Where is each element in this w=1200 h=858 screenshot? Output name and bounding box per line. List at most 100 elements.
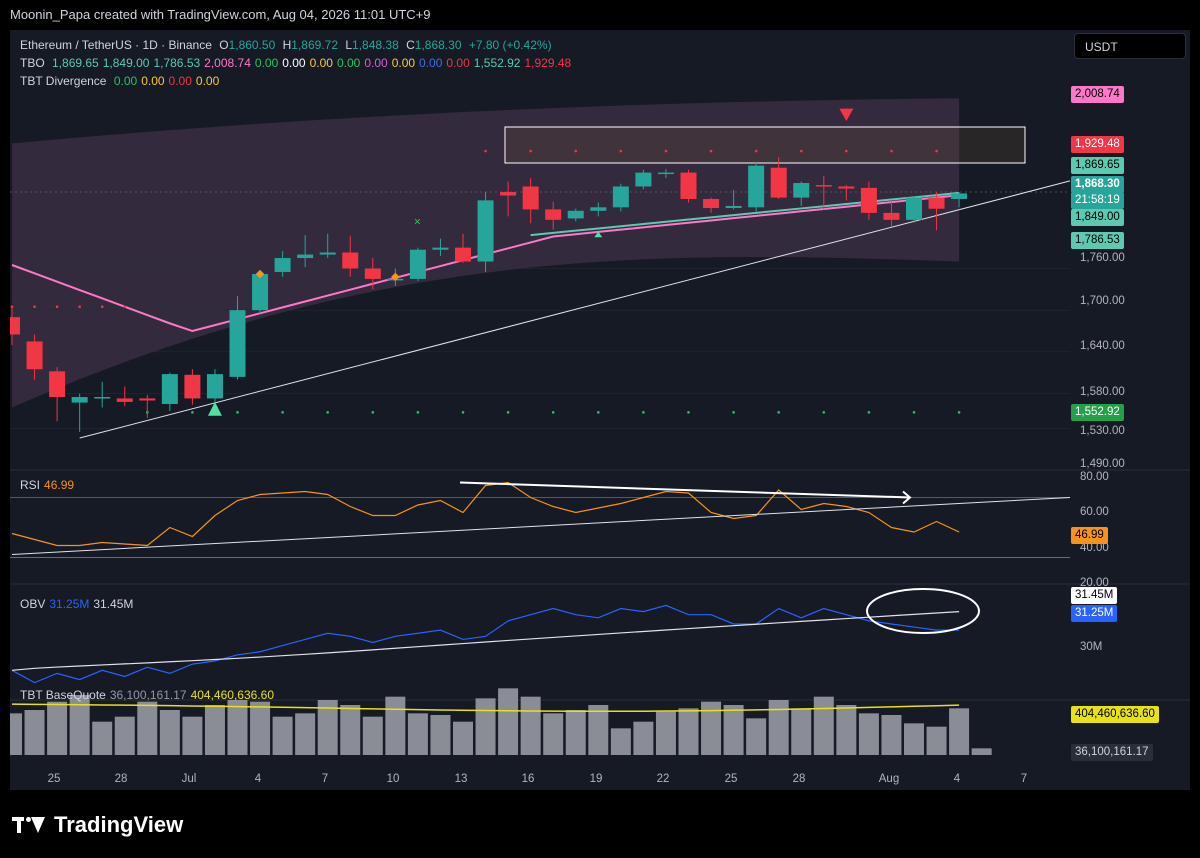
tbo-value: 0.00 — [309, 56, 333, 70]
grid — [10, 191, 1190, 701]
candle-body — [49, 371, 66, 398]
support-dot — [191, 411, 194, 414]
volume-bar — [295, 713, 316, 755]
tradingview-logo-icon — [12, 815, 46, 835]
volume-pane — [10, 688, 992, 755]
volume-bar — [137, 701, 158, 755]
tbo-value: 0.00 — [254, 56, 279, 70]
candle-body — [10, 317, 20, 335]
candle-body — [635, 172, 652, 187]
resistance-dot — [935, 149, 938, 153]
symbol-title: Ethereum / TetherUS · 1D · Binance — [20, 38, 212, 52]
candle-body — [26, 341, 43, 370]
candle-body — [297, 254, 314, 259]
support-dot — [326, 411, 330, 414]
volume-bar — [791, 708, 812, 755]
candle-body — [319, 252, 336, 255]
support-dot — [236, 411, 239, 414]
candle-body — [567, 210, 584, 219]
candle-body — [229, 310, 246, 377]
attribution: Moonin_Papa created with TradingView.com… — [10, 7, 431, 22]
resistance-dot — [754, 149, 758, 153]
x-label-25: 25 — [47, 773, 61, 785]
resistance-dot — [890, 149, 893, 153]
volume-bar — [565, 710, 586, 755]
obv-legend: OBV 31.25M 31.45M — [20, 597, 137, 611]
volume-bar — [453, 721, 473, 755]
volume-bar — [881, 715, 902, 755]
candle-body — [703, 198, 720, 209]
resistance-dot — [709, 149, 713, 153]
candle-body — [951, 193, 968, 199]
tbt-divergence-value: 0.00 — [195, 74, 220, 88]
resistance-dot — [799, 149, 803, 153]
x-label-10: 10 — [386, 773, 400, 785]
price-axis-1490: 1,490.00 — [1080, 458, 1125, 470]
tbo-value: 1,552.92 — [473, 56, 521, 70]
tbo-label: TBO — [20, 56, 45, 70]
tbt-divergence-value: 0.00 — [113, 74, 138, 88]
obv-tag-2: 31.25M — [1071, 605, 1118, 622]
close-value: 1,868.30 — [414, 38, 462, 52]
volume-bar — [430, 715, 451, 755]
volume-bar — [24, 710, 45, 755]
price-axis-1530: 1,530.00 — [1080, 425, 1125, 437]
volume-bar — [182, 716, 203, 755]
tbo-legend: TBO 1,869.65 1,849.00 1,786.53 2,008.74 0.00… — [20, 56, 575, 70]
brand-footer: TradingView — [12, 812, 183, 838]
support-dot — [371, 411, 375, 414]
tbt-divergence-label: TBT Divergence — [20, 74, 107, 88]
x-label-28b: 28 — [792, 773, 806, 785]
volume-bar — [204, 705, 225, 755]
volume-value-2: 404,460,636.60 — [190, 688, 274, 702]
brand-name: TradingView — [54, 812, 184, 837]
cross-icon: × — [414, 214, 421, 228]
x-label-7b: 7 — [1020, 773, 1028, 785]
price-axis-1760: 1,760.00 — [1080, 252, 1125, 264]
candle-body — [252, 274, 269, 311]
candle-body — [838, 186, 855, 189]
volume-bar — [250, 701, 271, 755]
volume-bar — [610, 728, 631, 755]
support-dot — [642, 411, 645, 414]
chart-frame — [10, 30, 1190, 790]
candle-body — [184, 374, 201, 399]
low-value: 1,848.38 — [352, 38, 399, 52]
rsi-axis-60: 60.00 — [1080, 506, 1109, 518]
price-tag-1786: 1,786.53 — [1071, 232, 1124, 249]
candle-body — [94, 397, 111, 399]
volume-bar — [588, 705, 609, 755]
resistance-dot — [574, 149, 578, 153]
volume-bar — [385, 696, 406, 755]
support-dot — [822, 411, 826, 414]
obv-label: OBV — [20, 597, 46, 611]
c-label: C — [406, 38, 415, 52]
volume-bar — [362, 716, 383, 755]
volume-bar — [92, 721, 113, 755]
currency-selector[interactable]: USDT — [1074, 33, 1186, 59]
tbo-value: 0.00 — [446, 56, 470, 70]
candle-body — [680, 172, 697, 199]
signal-markers: × — [207, 108, 854, 416]
volume-bar — [407, 713, 428, 755]
divergence-diamond-icon — [391, 272, 400, 282]
main-legend: Ethereum / TetherUS · 1D · Binance O1,86… — [20, 38, 556, 52]
tbo-value: 2,008.74 — [204, 56, 251, 70]
volume-legend: TBT BaseQuote 36,100,161.17 404,460,636.60 — [20, 688, 278, 702]
volume-value-1: 36,100,161.17 — [109, 688, 187, 702]
volume-bar — [678, 708, 699, 755]
tbo-value: 1,849.00 — [102, 56, 150, 70]
volume-bar — [633, 721, 654, 755]
support-dot — [416, 411, 420, 414]
candle-body — [116, 398, 133, 402]
volume-ma-tag: 404,460,636.60 — [1071, 706, 1159, 723]
candle-body — [139, 398, 156, 401]
candle-body — [928, 197, 945, 209]
volume-bar — [227, 700, 248, 755]
rsi-line — [11, 481, 960, 547]
ascending-trendline — [79, 180, 1071, 439]
tbo-value: 0.00 — [336, 56, 361, 70]
volume-ma-line — [11, 703, 960, 713]
candle-body — [274, 258, 291, 272]
candle-body — [161, 374, 178, 404]
